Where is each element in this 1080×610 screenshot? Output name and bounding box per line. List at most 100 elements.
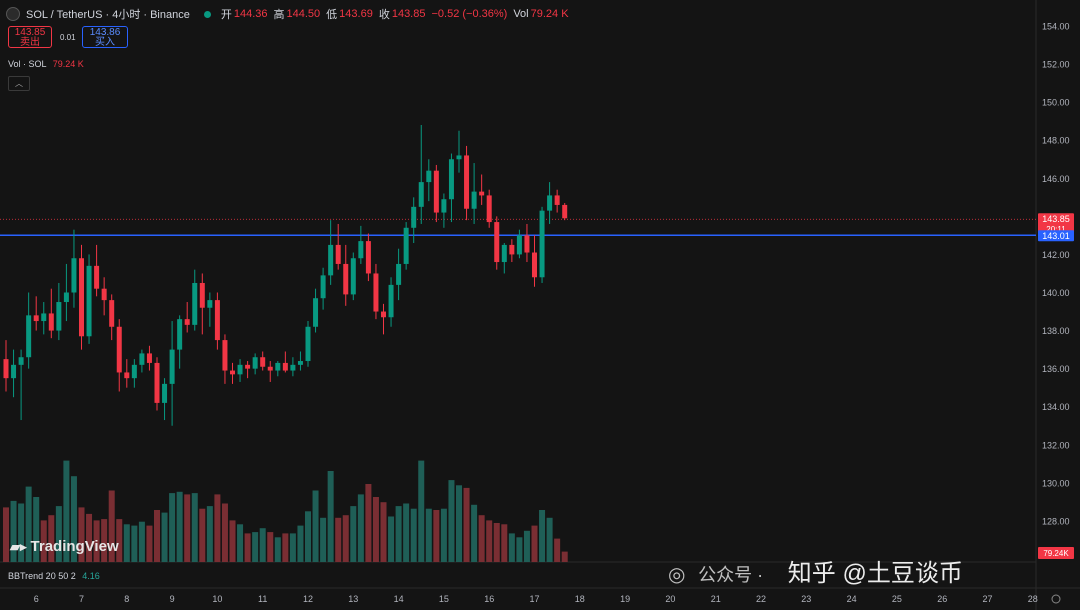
buy-price: 143.86 <box>89 27 121 38</box>
volume-bar <box>357 494 364 562</box>
candle-body <box>418 182 424 207</box>
volume-bar <box>478 515 485 562</box>
candle-body <box>101 288 107 301</box>
volume-bar <box>55 506 62 562</box>
volume-bar <box>161 512 168 562</box>
change-value: −0.52 (−0.36%) <box>431 8 508 20</box>
volume-bar <box>463 487 470 562</box>
x-tick-label: 23 <box>801 594 811 604</box>
candle-body <box>562 204 568 219</box>
candle-body <box>320 275 326 299</box>
candle-body <box>26 315 32 358</box>
symbol-title[interactable]: SOL / TetherUS · 4小时 · Binance <box>26 9 190 21</box>
watermark-text: 知乎 @土豆谈币 <box>787 560 963 587</box>
candle-body <box>509 244 515 255</box>
candle-body <box>109 300 115 327</box>
x-tick-label: 22 <box>756 594 766 604</box>
candle-body <box>456 155 462 160</box>
candle-body <box>343 263 349 295</box>
x-tick-label: 17 <box>529 594 539 604</box>
watermark: ◎ 公众号 · 知乎 @土豆谈币 <box>668 553 963 588</box>
collapse-legend-button[interactable]: ︿ <box>8 76 30 91</box>
volume-bar <box>101 519 108 562</box>
volume-bar <box>78 507 85 562</box>
volume-bar <box>169 493 176 562</box>
y-tick-label: 136.00 <box>1042 364 1070 374</box>
close-label: 收 <box>378 9 390 21</box>
x-tick-label: 13 <box>348 594 358 604</box>
candle-body <box>237 364 243 375</box>
candle-body <box>63 292 69 303</box>
candle-body <box>154 362 160 403</box>
y-tick-label: 142.00 <box>1042 250 1070 260</box>
candle-body <box>56 302 62 331</box>
volume-bar <box>342 515 349 562</box>
candle-body <box>230 370 235 375</box>
candle-body <box>169 349 175 384</box>
volume-bar <box>116 519 123 562</box>
volume-bar <box>546 517 553 562</box>
volume-bar <box>539 510 546 562</box>
buy-label: 买入 <box>95 37 115 48</box>
volume-bar <box>403 503 410 562</box>
candle-body <box>116 326 122 373</box>
low-label: 低 <box>326 9 338 21</box>
volume-bar <box>3 507 9 562</box>
y-tick-label: 130.00 <box>1042 478 1070 488</box>
volume-bar <box>516 537 523 562</box>
candle-body <box>139 353 145 365</box>
candle-body <box>381 311 386 318</box>
volume-tag-label: 79.24K <box>1043 549 1069 558</box>
volume-bar <box>508 533 515 562</box>
candle-body <box>516 235 522 255</box>
sell-button[interactable]: 143.85 卖出 <box>8 26 52 48</box>
candle-body <box>41 313 47 322</box>
bbtrend-legend: BBTrend 20 50 2 4.16 <box>8 571 100 581</box>
candle-body <box>11 364 17 379</box>
volume-bar <box>388 516 395 562</box>
tradingview-logo: ▰▸ TradingView <box>10 538 119 555</box>
candle-body <box>328 244 334 276</box>
candle-body <box>131 364 137 379</box>
y-tick-label: 132.00 <box>1042 440 1070 450</box>
volume-bar <box>320 517 327 562</box>
volume-bar <box>305 511 311 562</box>
candle-body <box>86 265 92 337</box>
wechat-icon: ◎ <box>668 564 686 586</box>
sell-price: 143.85 <box>14 27 46 38</box>
candle-body <box>373 273 379 312</box>
candle-body <box>33 315 39 322</box>
volume-bar <box>191 493 198 562</box>
spread-value: 0.01 <box>60 33 76 42</box>
volume-bar <box>18 503 25 562</box>
candle-body <box>358 241 364 259</box>
volume-bar <box>365 484 372 562</box>
volume-bar <box>10 500 17 562</box>
axis-settings-icon[interactable] <box>1051 594 1061 604</box>
candle-body <box>252 357 258 369</box>
candle-body <box>297 361 303 365</box>
candle-body <box>494 222 500 263</box>
candle-body <box>335 244 341 264</box>
candle-body <box>313 298 319 327</box>
candle-body <box>199 282 205 308</box>
volume-bar <box>425 508 432 562</box>
candle-body <box>282 362 288 371</box>
volume-bar <box>493 523 500 562</box>
candle-body <box>124 372 130 379</box>
candle-body <box>267 366 273 371</box>
candle-body <box>3 359 9 379</box>
candle-body <box>177 319 183 350</box>
candle-body <box>350 258 356 295</box>
buy-button[interactable]: 143.86 买入 <box>82 26 128 48</box>
candle-body <box>441 199 447 213</box>
low-value: 143.69 <box>339 8 373 20</box>
hline-price-label: 143.01 <box>1042 231 1070 241</box>
candle-body <box>184 319 190 325</box>
x-tick-label: 28 <box>1028 594 1038 604</box>
volume-bar <box>327 471 334 562</box>
candle-body <box>448 159 454 200</box>
volume-bar <box>33 497 40 562</box>
volume-bar <box>448 480 455 562</box>
